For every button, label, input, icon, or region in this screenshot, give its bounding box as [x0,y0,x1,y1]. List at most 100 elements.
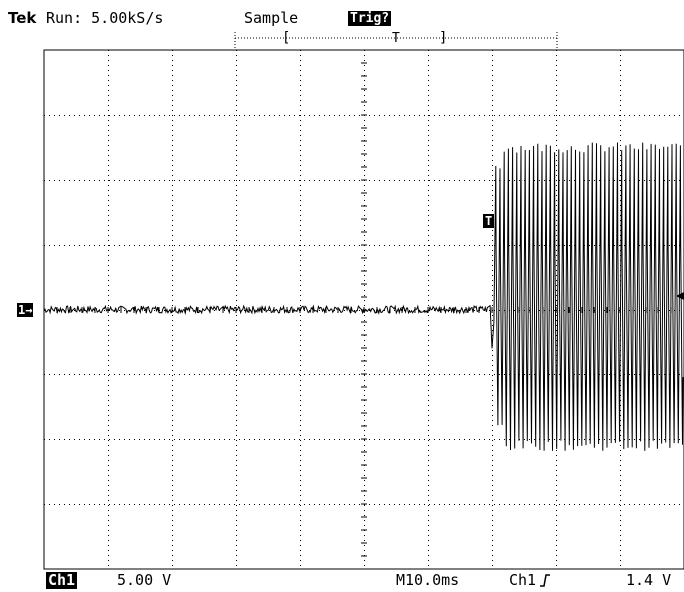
grid-dot [428,295,429,296]
grid-dot [419,180,420,181]
grid-dot [236,475,237,476]
grid-dot [620,410,621,411]
grid-dot [236,405,237,406]
grid-dot [620,385,621,386]
grid-dot [620,185,621,186]
grid-dot [279,374,280,375]
record-end-bracket: ] [439,30,448,46]
grid-dot [284,180,285,181]
grid-dot [236,220,237,221]
grid-dot [339,245,340,246]
grid-dot [428,70,429,71]
grid-dot [134,115,135,116]
grid-dot [589,115,590,116]
grid-dot [64,504,65,505]
grid-dot [589,180,590,181]
grid-dot [54,180,55,181]
grid-dot [289,310,290,311]
grid-dot [424,310,425,311]
grid-dot [620,480,621,481]
grid-dot [492,530,493,531]
grid-dot [300,125,301,126]
grid-dot [279,115,280,116]
grid-dot [669,310,670,311]
grid-dot [492,350,493,351]
grid-dot [556,85,557,86]
grid-dot [674,310,675,311]
grid-dot [236,100,237,101]
grid-dot [620,425,621,426]
grid-dot [394,245,395,246]
grid-dot [114,374,115,375]
grid-dot [428,370,429,371]
grid-dot [399,504,400,505]
grid-dot [334,310,335,311]
grid-dot [499,310,500,311]
grid-dot [300,450,301,451]
grid-dot [492,65,493,66]
grid-dot [599,115,600,116]
grid-dot [300,445,301,446]
grid-dot [108,155,109,156]
grid-dot [172,230,173,231]
grid-dot [364,315,365,316]
grid-dot [492,50,493,51]
grid-dot [49,374,50,375]
grid-dot [369,180,370,181]
grid-dot [534,439,535,440]
channel-badge: Ch1 [46,571,78,589]
grid-dot [549,115,550,116]
grid-dot [664,180,665,181]
grid-dot [309,504,310,505]
grid-dot [172,335,173,336]
grid-dot [144,245,145,246]
grid-dot [492,470,493,471]
grid-dot [172,330,173,331]
grid-dot [236,155,237,156]
grid-dot [492,60,493,61]
grid-dot [236,520,237,521]
grid-dot [492,260,493,261]
grid-dot [364,450,365,451]
grid-dot [556,450,557,451]
grid-dot [300,205,301,206]
grid-dot [556,50,557,51]
grid-dot [364,430,365,431]
grid-dot [414,180,415,181]
grid-dot [234,310,235,311]
grid-dot [428,165,429,166]
grid-dot [74,374,75,375]
grid-dot [620,560,621,561]
grid-dot [620,520,621,521]
grid-dot [404,180,405,181]
grid-dot [639,504,640,505]
grid-dot [144,439,145,440]
grid-dot [300,395,301,396]
grid-dot [556,300,557,301]
grid-dot [314,504,315,505]
grid-dot [649,504,650,505]
grid-dot [492,185,493,186]
grid-dot [428,50,429,51]
grid-dot [492,480,493,481]
grid-dot [299,180,300,181]
grid-dot [484,374,485,375]
grid-dot [119,504,120,505]
grid-dot [172,460,173,461]
grid-dot [172,405,173,406]
grid-dot [236,420,237,421]
grid-dot [349,245,350,246]
grid-dot [629,504,630,505]
grid-dot [428,390,429,391]
grid-dot [369,115,370,116]
grid-dot [204,245,205,246]
grid-dot [509,439,510,440]
grid-dot [492,120,493,121]
grid-dot [236,55,237,56]
grid-dot [444,180,445,181]
grid-dot [428,120,429,121]
grid-dot [314,374,315,375]
grid-dot [644,245,645,246]
grid-dot [324,439,325,440]
